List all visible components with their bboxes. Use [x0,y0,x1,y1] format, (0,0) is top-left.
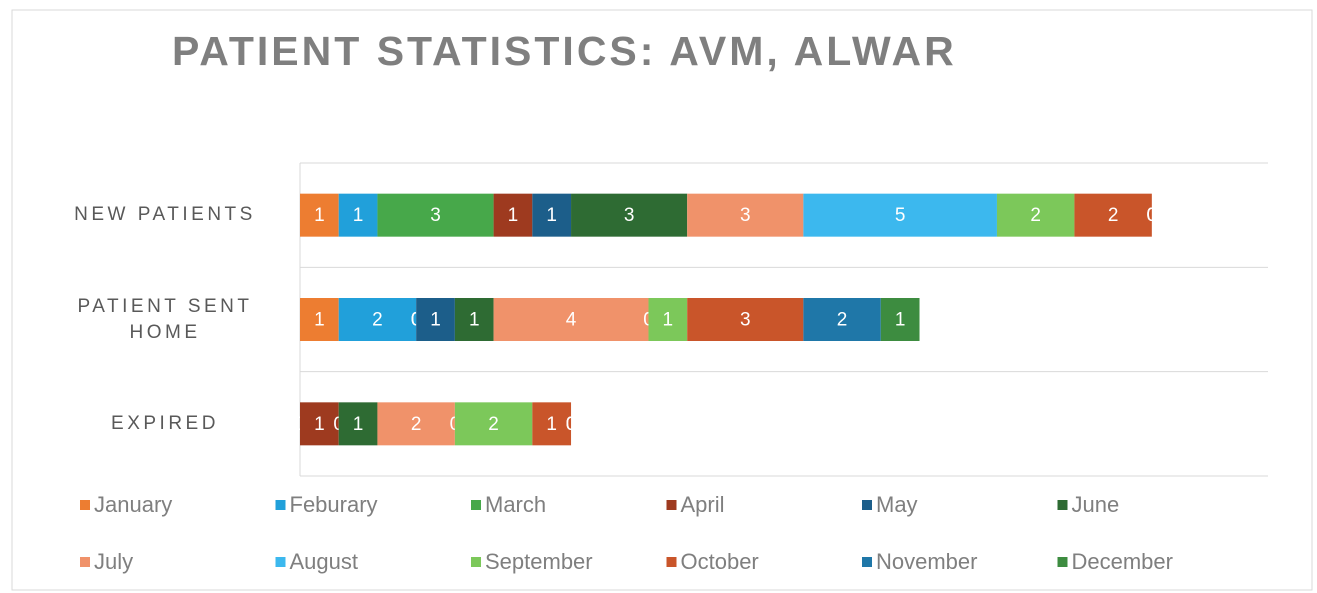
bar-segment [300,193,339,237]
bar-segment [687,298,804,341]
legend-label: June [1072,492,1120,517]
legend-swatch [80,557,90,567]
legend-label: April [681,492,725,517]
bar-segment [532,193,572,237]
legend-swatch [1057,557,1068,567]
bar-segment [338,193,378,237]
category-label: NEW PATIENTS [74,204,256,226]
data-label: 0 [566,414,577,435]
legend-swatch [275,500,286,510]
data-label: 3 [740,310,751,331]
data-label: 2 [1108,205,1119,226]
bar-segment [532,402,572,446]
data-label: 5 [895,205,906,226]
bar-segment [803,193,997,237]
data-label: 1 [663,310,674,331]
legend-label: October [681,549,759,574]
data-label: 2 [837,310,848,331]
data-label: 1 [314,414,325,435]
legend-label: August [290,549,359,574]
legend-swatch [862,557,872,567]
legend-swatch [471,500,481,510]
data-label: 2 [411,414,422,435]
legend-swatch [471,557,481,567]
bar-segment [454,402,533,446]
data-label: 1 [546,414,557,435]
chart-title: PATIENT STATISTICS: AVM, ALWAR [172,28,957,74]
bar-segment [416,298,455,341]
bar-segment [493,298,649,341]
legend-swatch [1057,500,1068,510]
legend-label: September [485,549,593,574]
data-label: 1 [353,414,364,435]
bar-segment [338,402,378,446]
bar-segment [571,193,688,237]
category-label: EXPIRED [111,412,219,434]
data-label: 1 [353,205,364,226]
data-label: 2 [488,414,499,435]
legend-swatch [275,557,286,567]
legend-swatch [80,500,90,510]
bar-segment [300,402,339,446]
data-label: 1 [508,205,519,226]
data-label: 1 [469,310,480,331]
data-label: 4 [566,310,577,331]
data-label: 1 [546,205,557,226]
data-label: 3 [430,205,441,226]
category-label: PATIENT SENT HOME [77,295,253,343]
bar-segment [454,298,494,341]
bar-segment [338,298,417,341]
data-label: 1 [314,205,325,226]
data-label: 0 [1147,205,1158,226]
bar-segment [803,298,881,341]
legend-swatch [862,500,872,510]
legend-label: December [1072,549,1173,574]
bar-segment [493,193,533,237]
legend-label: January [94,492,172,517]
legend-label: March [485,492,546,517]
data-label: 1 [895,310,906,331]
data-label: 0 [566,414,577,435]
bar-segment [377,193,494,237]
bar-segment [687,193,804,237]
data-label: 1 [314,310,325,331]
legend-label: Feburary [290,492,378,517]
bar-segment [377,402,455,446]
legend-label: November [876,549,977,574]
data-label: 1 [430,310,441,331]
legend-label: July [94,549,133,574]
bar-segment [1074,193,1152,237]
bar-segment [300,298,339,341]
bar-segment [996,193,1075,237]
legend-swatch [666,500,677,510]
bar-segment [880,298,920,341]
data-label: 0 [1147,205,1158,226]
bar-segment [648,298,688,341]
data-label: 3 [740,205,751,226]
legend-label: May [876,492,918,517]
data-label: 2 [1030,205,1041,226]
data-label: 2 [372,310,383,331]
data-label: 3 [624,205,635,226]
legend-swatch [666,557,677,567]
